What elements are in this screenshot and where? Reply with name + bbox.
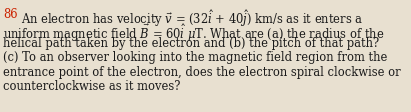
Text: An electron has velocity $\vec{v}$ = (32$\hat{i}$ + 40$\hat{j}$) km/s as it ente: An electron has velocity $\vec{v}$ = (32… — [21, 8, 363, 29]
Text: (c) To an observer looking into the magnetic field region from the: (c) To an observer looking into the magn… — [3, 51, 388, 64]
Text: helical path taken by the electron and (b) the pitch of that path?: helical path taken by the electron and (… — [3, 37, 379, 50]
Text: 86: 86 — [3, 8, 18, 21]
Text: entrance point of the electron, does the electron spiral clockwise or: entrance point of the electron, does the… — [3, 65, 401, 78]
Text: counterclockwise as it moves?: counterclockwise as it moves? — [3, 80, 180, 93]
Text: uniform magnetic field $\vec{B}$ = 60$\hat{i}$ $\mu$T. What are (a) the radius o: uniform magnetic field $\vec{B}$ = 60$\h… — [3, 22, 384, 43]
